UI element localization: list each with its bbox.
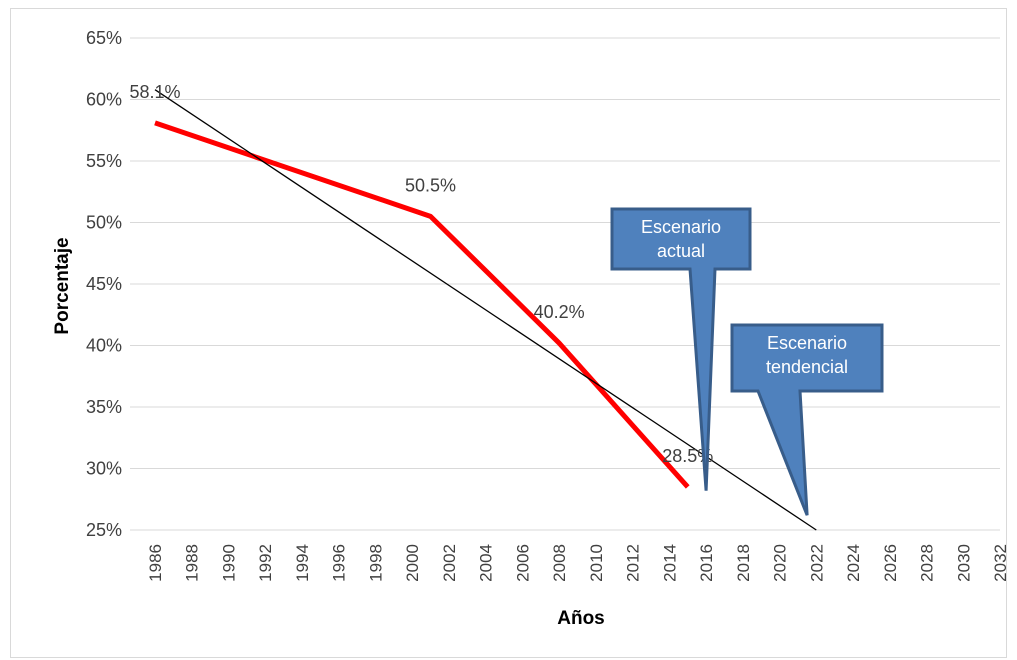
x-tick-label: 2022 [807,544,826,582]
series-layer [154,89,817,531]
y-tick-label: 40% [86,336,122,356]
x-tick-label: 2028 [918,544,937,582]
x-tick-label: 2012 [624,544,643,582]
y-tick-label: 30% [86,459,122,479]
callout-label: Escenario [767,333,847,353]
x-tick-label: 2018 [734,544,753,582]
y-tick-label: 35% [86,397,122,417]
x-tick-label: 2008 [550,544,569,582]
y-axis-ticks: 25% 30% 35% 40% 45% 50% 55% 60% 65% [86,28,122,540]
series-line [154,120,690,489]
y-tick-label: 45% [86,274,122,294]
y-tick-label: 55% [86,151,122,171]
y-tick-label: 65% [86,28,122,48]
y-tick-label: 50% [86,213,122,233]
x-tick-label: 2016 [697,544,716,582]
data-label: 28.5% [662,446,713,466]
x-tick-label: 2020 [771,544,790,582]
callout-label: Escenario [641,217,721,237]
gridlines [130,37,1000,531]
data-label: 58.1% [129,82,180,102]
callout-escenario-tendencial [730,323,884,516]
trendline [154,89,817,531]
x-tick-label: 2030 [954,544,973,582]
x-tick-label: 2032 [991,544,1010,582]
y-tick-label: 25% [86,520,122,540]
x-axis-title: Años [557,608,605,629]
x-tick-label: 2002 [440,544,459,582]
callout-label: tendencial [766,357,848,377]
x-tick-label: 2004 [477,544,496,582]
callouts: Escenario actual Escenario tendencial [610,207,884,516]
data-label: 50.5% [405,175,456,195]
callout-label: actual [657,241,705,261]
data-label: 40.2% [534,302,585,322]
x-tick-label: 1996 [330,544,349,582]
x-tick-label: 2026 [881,544,900,582]
x-tick-label: 2006 [513,544,532,582]
y-axis-title: Porcentaje [52,237,73,334]
x-tick-label: 1986 [146,544,165,582]
x-tick-label: 1998 [366,544,385,582]
x-tick-label: 2010 [587,544,606,582]
x-tick-label: 1990 [219,544,238,582]
callout-escenario-actual [610,207,752,491]
data-labels: 58.1% 50.5% 40.2% 28.5% [129,82,713,466]
x-tick-label: 2024 [844,544,863,582]
y-tick-label: 60% [86,90,122,110]
x-tick-label: 1994 [293,544,312,582]
x-tick-label: 2000 [403,544,422,582]
x-axis-ticks: 1986 1988 1990 1992 1994 1996 1998 2000 2002 2004… [146,544,1010,582]
x-tick-label: 1992 [256,544,275,582]
x-tick-label: 2014 [660,544,679,582]
x-tick-label: 1988 [183,544,202,582]
